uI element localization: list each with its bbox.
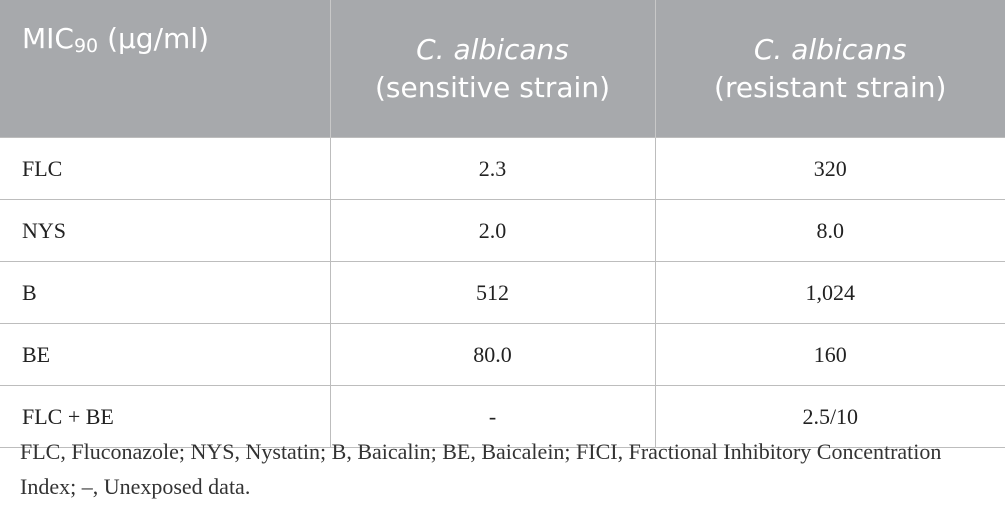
footnote: FLC, Fluconazole; NYS, Nystatin; B, Baic… [20,439,942,499]
data-table: MIC90 (μg/ml) C. albicans (sensitive stra… [0,0,1005,448]
header-species: C. albicans [416,32,569,66]
header-species: C. albicans [753,32,907,66]
header-strain: (sensitive strain) [375,70,610,104]
table-cell: - [329,385,656,448]
table-cell: 160 [654,323,1005,386]
row-label: FLC + BE [0,385,331,448]
table-cell: 320 [654,137,1005,200]
header-strain: (resistant strain) [714,70,947,104]
header-row: MIC90 (μg/ml) C. albicans (sensitive stra… [0,0,1005,138]
row-label: B [0,261,331,324]
table-row: NYS 2.0 8.0 [0,199,1005,262]
table-row: B 512 1,024 [0,261,1005,324]
row-label: FLC [0,137,331,200]
table-row: FLC + BE -2.5/10 [0,385,1005,448]
table-row: BE 80.0 160 [0,323,1005,386]
table-cell: 8.0 [654,199,1005,262]
row-label: NYS [0,199,331,262]
table-cell: 2.5/10 [654,385,1005,448]
table-cell: 2.3 [329,137,656,200]
header-unit: (μg/ml) [107,22,209,55]
table-cell: 80.0 [329,323,656,386]
header-subscript: 90 [73,35,99,57]
header-text: MIC [22,22,74,55]
table-cell: 2.0 [329,199,656,262]
header-cell: MIC90 (μg/ml) [0,0,331,138]
row-label: BE [0,323,331,386]
header-cell: C. albicans (sensitive strain) [330,0,656,138]
header-cell: C. albicans (resistant strain) [655,0,1005,138]
table-cell: 512 [329,261,656,324]
table-body: FLC 2.3 320 NYS 2.0 8.0 B 512 1,024 BE 80.0 160 FLC … [0,137,1005,448]
table-row: FLC 2.3 320 [0,137,1005,200]
table-cell: 1,024 [654,261,1005,324]
